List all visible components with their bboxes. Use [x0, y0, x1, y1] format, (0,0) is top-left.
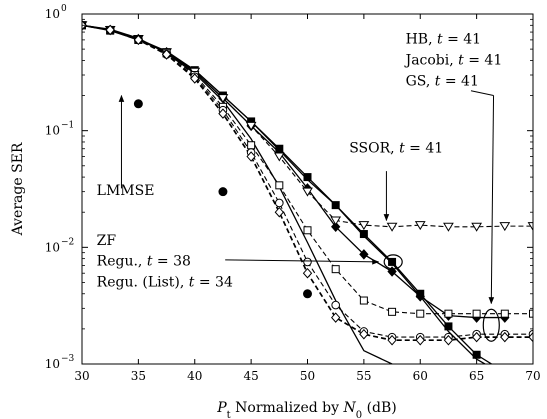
series-hb-marker	[302, 267, 313, 279]
series-gs-marker	[472, 309, 481, 318]
marker-layer	[82, 20, 533, 376]
x-tick-label: 45	[243, 369, 258, 383]
y-axis-label: Average SER	[10, 142, 26, 236]
series-gs-marker	[303, 226, 312, 235]
series-ssor-marker	[302, 187, 313, 197]
series-ssor-marker	[471, 222, 483, 232]
series-hb-marker	[274, 206, 284, 218]
series-hb-marker	[133, 34, 144, 46]
series-lmmse-marker	[303, 289, 312, 299]
series-hb-marker	[528, 331, 533, 343]
series-ssor-marker	[273, 152, 285, 162]
series-jacobi-line	[82, 24, 533, 338]
y-tick-label: 10	[45, 124, 60, 138]
series-ssor-marker	[217, 94, 229, 104]
series-hb-marker	[246, 151, 256, 162]
annotation-zf: ZF	[97, 233, 117, 249]
series-regu-list-marker	[359, 249, 369, 260]
series-gs-marker	[275, 181, 284, 190]
series-ssor-marker	[358, 221, 370, 231]
series-regu-marker	[444, 322, 453, 331]
series-lmmse-marker	[133, 99, 143, 109]
x-axis-label: Pt Normalized by N0 (dB)	[216, 400, 397, 419]
series-jacobi-marker	[331, 300, 340, 310]
hb-jacobi-gs-pointer-elbow	[470, 90, 494, 97]
series-ssor-marker	[527, 222, 533, 232]
series-hb-marker	[471, 331, 482, 343]
hb-jacobi-gs-ellipse	[482, 308, 500, 342]
series-ssor-marker	[245, 121, 257, 131]
series-hb-marker	[387, 334, 397, 346]
series-gs-marker	[247, 141, 256, 150]
x-tick-label: 40	[187, 369, 202, 383]
series-regu-list-marker	[415, 291, 425, 302]
x-tick-label: 60	[413, 369, 428, 383]
series-hb-marker	[415, 334, 425, 346]
annotation-ssor: SSOR, t = 41	[349, 140, 443, 156]
y-tick-exponent: 0	[61, 4, 67, 14]
series-hb-marker	[331, 312, 341, 323]
y-tick-exponent: −2	[61, 237, 74, 247]
annotation-regu-list: Regu. (List), t = 34	[97, 275, 233, 291]
x-tick-label: 50	[300, 369, 315, 383]
series-ssor-marker	[499, 222, 511, 232]
x-tick-label: 70	[525, 369, 540, 383]
series-gs-marker	[331, 265, 340, 274]
series-hb-marker	[500, 331, 510, 343]
x-tick-label: 35	[131, 369, 146, 383]
series-jacobi-marker	[275, 198, 284, 208]
annotation-hb: HB, t = 41	[406, 31, 482, 47]
series-regu-marker	[501, 369, 508, 376]
annotation-gs: GS, t = 41	[406, 73, 479, 89]
annotation-lmmse: LMMSE	[97, 183, 155, 199]
series-hb-marker	[105, 24, 115, 36]
series-regu-marker	[472, 350, 481, 359]
series-regu-marker	[331, 201, 340, 210]
regu-ellipse	[383, 254, 403, 270]
series-gs-marker	[416, 309, 425, 318]
series-regu-list-marker	[331, 221, 341, 233]
series-hb-marker	[218, 108, 228, 119]
hb-jacobi-gs-pointer-arrow	[488, 95, 495, 305]
series-lmmse-marker	[218, 187, 228, 197]
x-tick-label: 55	[356, 369, 371, 383]
series-gs-marker	[388, 307, 397, 316]
series-ssor-marker	[443, 222, 454, 232]
series-regu-marker	[388, 257, 397, 266]
regu-pointer-arrow	[225, 259, 380, 265]
x-tick-label: 65	[469, 369, 484, 383]
series-jacobi-marker	[303, 257, 312, 267]
series-regu-marker	[359, 230, 368, 239]
series-regu-marker	[303, 173, 312, 182]
y-tick-label: 10	[45, 7, 60, 21]
series-gs-marker	[444, 309, 453, 318]
y-tick-exponent: −1	[61, 121, 74, 131]
y-tick-exponent: −3	[61, 354, 75, 364]
x-tick-label: 30	[74, 369, 89, 383]
series-ssor-marker	[414, 221, 426, 231]
series-ssor-marker	[330, 216, 342, 226]
series-gs-marker	[500, 309, 509, 318]
annotation-regu: Regu., t = 38	[97, 253, 191, 269]
series-hb-marker	[443, 334, 454, 346]
series-gs-marker	[529, 309, 533, 318]
series-hb-marker	[359, 328, 369, 340]
pointer-layer	[118, 90, 500, 342]
series-hb-marker	[190, 73, 200, 84]
y-tick-label: 10	[45, 357, 60, 371]
series-hb-marker	[161, 49, 172, 60]
series-gs-marker	[359, 296, 368, 305]
series-ssor-marker	[386, 222, 398, 232]
annotation-layer: HB, t = 41 Jacobi, t = 41 GS, t = 41 SSOR, …	[97, 31, 503, 290]
annotation-jacobi: Jacobi, t = 41	[404, 52, 503, 68]
y-tick-label: 10	[45, 240, 60, 254]
